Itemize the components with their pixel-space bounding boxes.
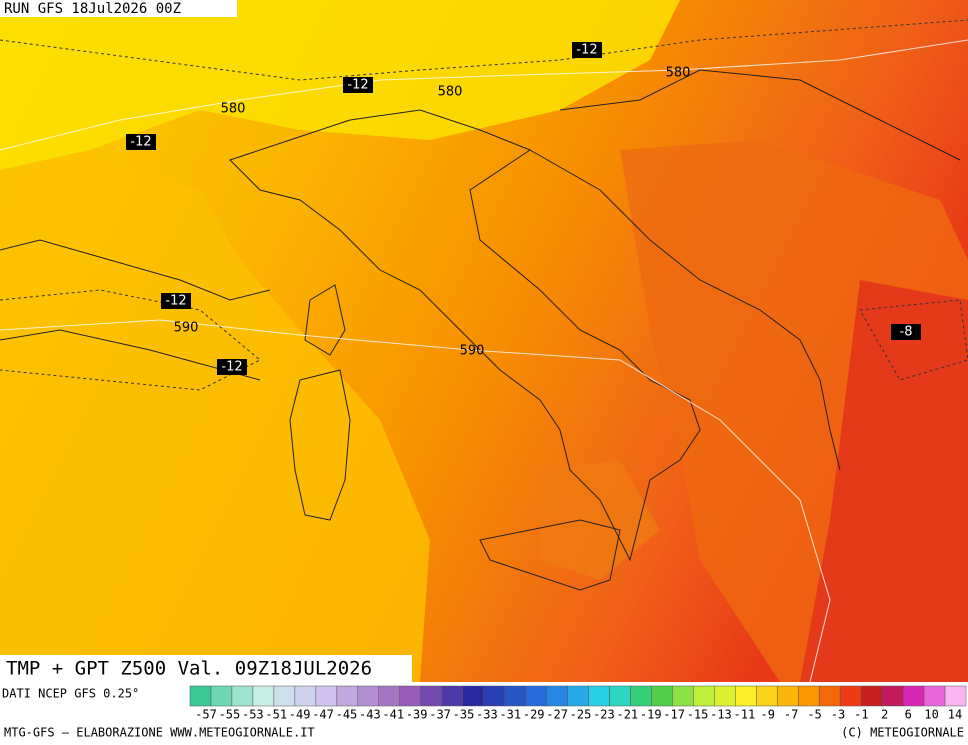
colorbar-swatch: [902, 685, 925, 707]
colorbar-swatch: [714, 685, 736, 707]
colorbar-label: -49: [289, 708, 311, 722]
colorbar-label: -17: [663, 708, 685, 722]
colorbar-swatch: [588, 685, 610, 707]
colorbar-swatch: [944, 685, 967, 707]
colorbar-swatch: [231, 685, 254, 707]
contour-label: 580: [221, 102, 246, 117]
contour-label: 590: [174, 321, 199, 336]
colorbar-swatch: [378, 685, 400, 707]
colorbar-label: -53: [242, 708, 264, 722]
colorbar-label: -47: [312, 708, 334, 722]
colorbar-label: -9: [761, 708, 775, 722]
colorbar-label: -3: [831, 708, 845, 722]
colorbar-swatch: [399, 685, 421, 707]
colorbar-label: -13: [710, 708, 732, 722]
colorbar-label: -33: [476, 708, 498, 722]
colorbar-swatch: [818, 685, 841, 707]
colorbar-swatch: [756, 685, 778, 707]
colorbar-label: -7: [784, 708, 798, 722]
contour-label: -12: [347, 78, 368, 93]
colorbar-swatch: [693, 685, 715, 707]
colorbar-label: 2: [881, 708, 888, 722]
colorbar-swatch: [420, 685, 442, 707]
colorbar-swatch: [881, 685, 904, 707]
colorbar-swatch: [315, 685, 338, 707]
colorbar-swatch: [210, 685, 233, 707]
colorbar-swatch: [567, 685, 589, 707]
colorbar-label: -19: [640, 708, 662, 722]
colorbar-swatch: [357, 685, 380, 707]
run-label: RUN GFS 18Jul2026 00Z: [4, 1, 181, 17]
contour-label-box: [572, 42, 602, 58]
contour-label-box: [217, 359, 247, 375]
contour-label-box: [891, 324, 921, 340]
colorbar-label: 6: [905, 708, 912, 722]
colorbar-swatch: [860, 685, 883, 707]
colorbar-label: -23: [593, 708, 615, 722]
colorbar-label: -25: [570, 708, 592, 722]
colorbar-label: -39: [406, 708, 428, 722]
contour-label: -12: [576, 43, 597, 58]
colorbar-swatch: [252, 685, 275, 707]
contour-labels: -12 -12 -12 -12 -12 -8 580 580 580 590 590: [126, 42, 921, 375]
contour-label-box: [126, 134, 156, 150]
colorbar-swatch: [609, 685, 631, 707]
colorbar-swatch: [651, 685, 673, 707]
colorbar-label: -57: [195, 708, 217, 722]
colorbar-label: 14: [948, 708, 962, 722]
colorbar-label: -43: [359, 708, 381, 722]
colorbar-label: -11: [734, 708, 756, 722]
colorbar-label: -31: [499, 708, 521, 722]
footer-left: MTG-GFS — ELABORAZIONE WWW.METEOGIORNALE…: [4, 726, 315, 740]
colorbar-swatch: [483, 685, 505, 707]
colorbar-label: -5: [807, 708, 821, 722]
colorbar-swatch: [797, 685, 820, 707]
map: [0, 0, 968, 683]
header-box: [0, 0, 237, 17]
colorbar: -57 -55 -53 -51 -49 -47 -45 -43 -41 -39 -37 -35 -33-…: [189, 685, 967, 722]
colorbar-label: -29: [523, 708, 545, 722]
contour-label: 580: [666, 66, 691, 81]
contour-label: -12: [130, 135, 151, 150]
colorbar-label: -27: [546, 708, 568, 722]
colorbar-swatch: [294, 685, 317, 707]
contour-label: -12: [221, 360, 242, 375]
source-label: DATI NCEP GFS 0.25°: [2, 687, 139, 701]
colorbar-swatch: [735, 685, 757, 707]
colorbar-swatch: [923, 685, 946, 707]
colorbar-swatch: [546, 685, 568, 707]
title-box: [0, 655, 412, 682]
colorbar-swatch: [273, 685, 296, 707]
colorbar-swatch: [189, 685, 212, 707]
colorbar-label: -55: [219, 708, 241, 722]
contour-label: 590: [460, 344, 485, 359]
map-title: TMP + GPT Z500 Val. 09Z18JUL2026: [6, 658, 372, 680]
colorbar-label: 10: [924, 708, 938, 722]
colorbar-swatch: [441, 685, 463, 707]
contour-label: -12: [165, 294, 186, 309]
colorbar-swatch: [525, 685, 547, 707]
contour-label-box: [343, 77, 373, 93]
colorbar-label: -37: [429, 708, 451, 722]
colorbar-label: -1: [854, 708, 868, 722]
colorbar-swatch: [776, 685, 799, 707]
colorbar-label: -15: [687, 708, 709, 722]
colorbar-label: -45: [336, 708, 358, 722]
colorbar-label: -51: [265, 708, 287, 722]
colorbar-swatch: [839, 685, 862, 707]
contour-label: 580: [438, 85, 463, 100]
colorbar-label: -41: [382, 708, 404, 722]
contour-label: -8: [900, 325, 913, 340]
colorbar-label: -21: [616, 708, 638, 722]
colorbar-swatch: [672, 685, 694, 707]
footer-right: (C) METEOGIORNALE: [841, 726, 964, 740]
colorbar-swatch: [336, 685, 359, 707]
colorbar-swatch: [504, 685, 526, 707]
colorbar-swatch: [630, 685, 652, 707]
colorbar-swatch: [462, 685, 484, 707]
contour-label-box: [161, 293, 191, 309]
colorbar-label: -35: [453, 708, 475, 722]
